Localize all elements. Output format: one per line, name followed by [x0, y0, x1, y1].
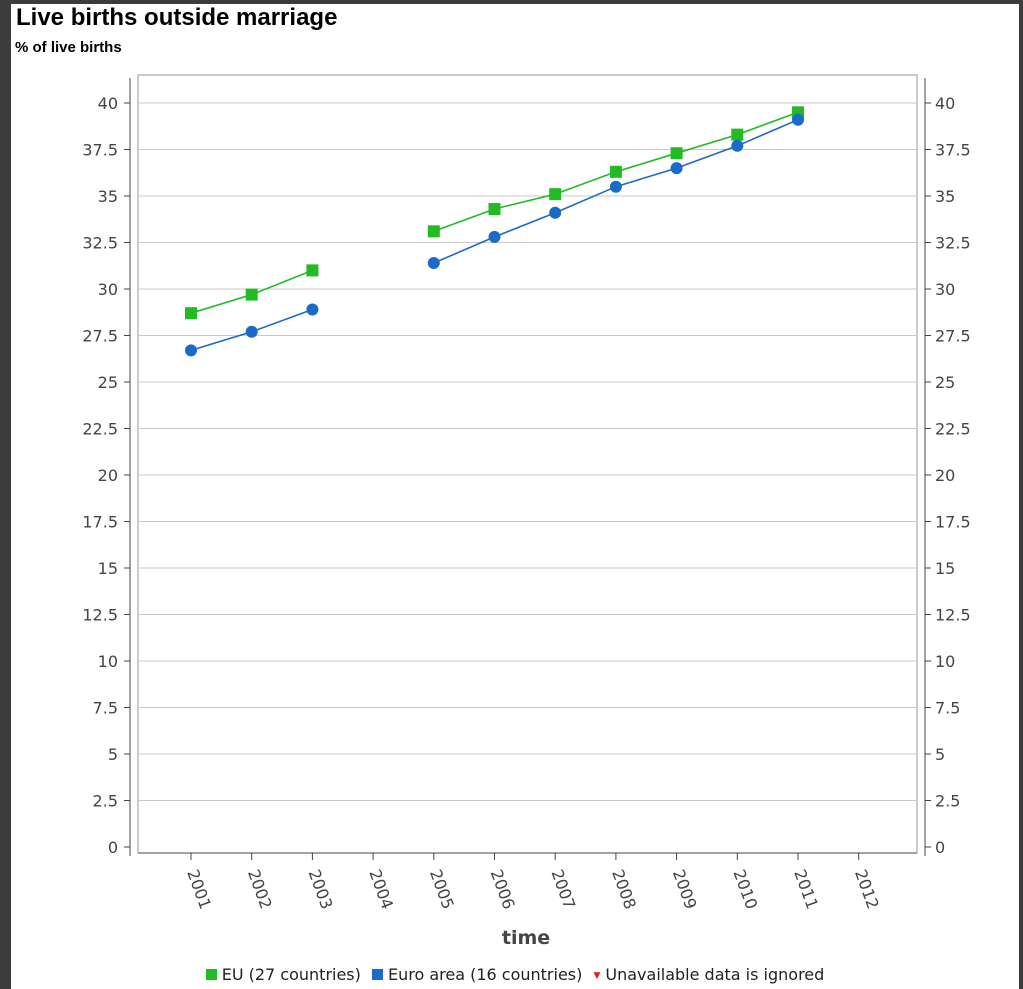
eu-data-point	[609, 165, 622, 178]
left-y-tick-label: 12.5	[82, 606, 118, 625]
x-tick-label: 2005	[426, 867, 458, 912]
legend-item-euro-area: Euro area (16 countries)	[371, 965, 583, 984]
x-axis-label: time	[502, 927, 550, 949]
right-y-tick-label: 37.5	[935, 141, 971, 160]
eu-data-point	[306, 264, 319, 277]
eu-data-point	[427, 225, 440, 238]
x-tick-label: 2011	[790, 867, 822, 912]
right-y-tick-label: 12.5	[935, 606, 971, 625]
x-tick-label: 2002	[244, 867, 276, 912]
gridlines	[138, 102, 917, 801]
x-tick-label: 2006	[487, 867, 519, 912]
left-y-tick-label: 37.5	[82, 141, 118, 160]
legend-item-eu: EU (27 countries)	[205, 965, 361, 984]
legend: EU (27 countries) Euro area (16 countrie…	[11, 965, 1019, 984]
eu-data-point	[185, 307, 197, 320]
y-tick-labels: 0 0 2.5 2.5 5 5 7.5 7.5 10 10 12.5 12.5 15 15 17.5 17.5…	[82, 94, 970, 857]
eu-square-marker-icon	[205, 969, 217, 980]
euro-area-data-point	[609, 180, 622, 193]
legend-item-note: ▼ Unavailable data is ignored	[593, 965, 824, 984]
right-y-tick-label: 2.5	[935, 792, 960, 811]
left-y-tick-label: 35	[98, 187, 118, 206]
chart-frame: Live births outside marriage % of live b…	[11, 4, 1019, 989]
series-layer	[185, 106, 804, 357]
right-y-tick-label: 7.5	[935, 699, 960, 718]
euro-area-data-point	[670, 162, 683, 175]
left-y-tick-label: 22.5	[82, 420, 118, 439]
euro-area-data-point	[731, 139, 744, 152]
right-y-tick-label: 10	[935, 652, 955, 671]
right-y-tick-label: 17.5	[935, 513, 971, 532]
euro-area-data-point	[549, 206, 562, 219]
line-chart: 0 0 2.5 2.5 5 5 7.5 7.5 10 10 12.5 12.5 15 15 17.5 17.5…	[82, 74, 971, 949]
x-tick-label: 2012	[851, 867, 883, 912]
right-y-tick-label: 27.5	[935, 327, 971, 346]
x-tick-label: 2001	[183, 867, 215, 912]
euro-area-data-point	[245, 325, 258, 338]
right-y-tick-label: 30	[935, 280, 955, 299]
left-y-tick-label: 0	[108, 838, 118, 857]
left-y-tick-label: 5	[108, 745, 118, 764]
right-y-tick-label: 35	[935, 187, 955, 206]
left-y-tick-label: 27.5	[82, 327, 118, 346]
right-y-tick-label: 15	[935, 559, 955, 578]
euro-area-data-point	[185, 344, 197, 357]
right-y-tick-label: 40	[935, 94, 955, 113]
x-tick-label: 2008	[608, 867, 640, 912]
chart-title: Live births outside marriage	[16, 4, 338, 31]
x-tick-labels: 2001 2002 2003 2004 2005 2006 2007 2008 2009 2010…	[183, 853, 883, 912]
x-tick-label: 2010	[730, 867, 762, 912]
left-y-tick-label: 2.5	[93, 792, 118, 811]
left-y-tick-label: 17.5	[82, 513, 118, 532]
x-tick-label: 2003	[305, 867, 337, 912]
right-y-tick-label: 20	[935, 466, 955, 485]
left-y-tick-label: 25	[98, 373, 118, 392]
left-y-tick-label: 15	[98, 559, 118, 578]
left-y-tick-label: 10	[98, 652, 118, 671]
eu-data-point	[670, 147, 683, 160]
plot-area	[137, 74, 918, 854]
eu-data-point	[731, 128, 744, 141]
x-tick-label: 2009	[669, 867, 701, 912]
left-y-tick-label: 32.5	[82, 234, 118, 253]
right-y-tick-label: 32.5	[935, 234, 971, 253]
legend-label-euro-area: Euro area (16 countries)	[387, 965, 583, 984]
euro-area-data-point	[306, 303, 319, 316]
left-y-tick-label: 40	[98, 94, 118, 113]
left-y-tick-label: 20	[98, 466, 118, 485]
red-triangle-icon: ▼	[593, 971, 601, 981]
right-y-tick-label: 25	[935, 373, 955, 392]
eu-data-point	[549, 188, 562, 201]
left-y-tick-label: 7.5	[93, 699, 118, 718]
chart-subtitle: % of live births	[15, 39, 122, 56]
eu-data-point	[488, 203, 501, 216]
x-tick-label: 2004	[365, 867, 397, 912]
right-y-tick-label: 0	[935, 838, 945, 857]
euro-area-data-point	[792, 113, 804, 126]
legend-label-eu: EU (27 countries)	[221, 965, 361, 984]
euro-area-square-marker-icon	[371, 969, 383, 980]
right-y-tick-label: 5	[935, 745, 945, 764]
euro-area-data-point	[427, 256, 440, 269]
euro-area-data-point	[488, 230, 501, 243]
right-y-tick-label: 22.5	[935, 420, 971, 439]
legend-label-note: Unavailable data is ignored	[605, 965, 825, 984]
eu-data-point	[245, 288, 258, 301]
x-tick-label: 2007	[547, 867, 579, 912]
left-y-tick-label: 30	[98, 280, 118, 299]
